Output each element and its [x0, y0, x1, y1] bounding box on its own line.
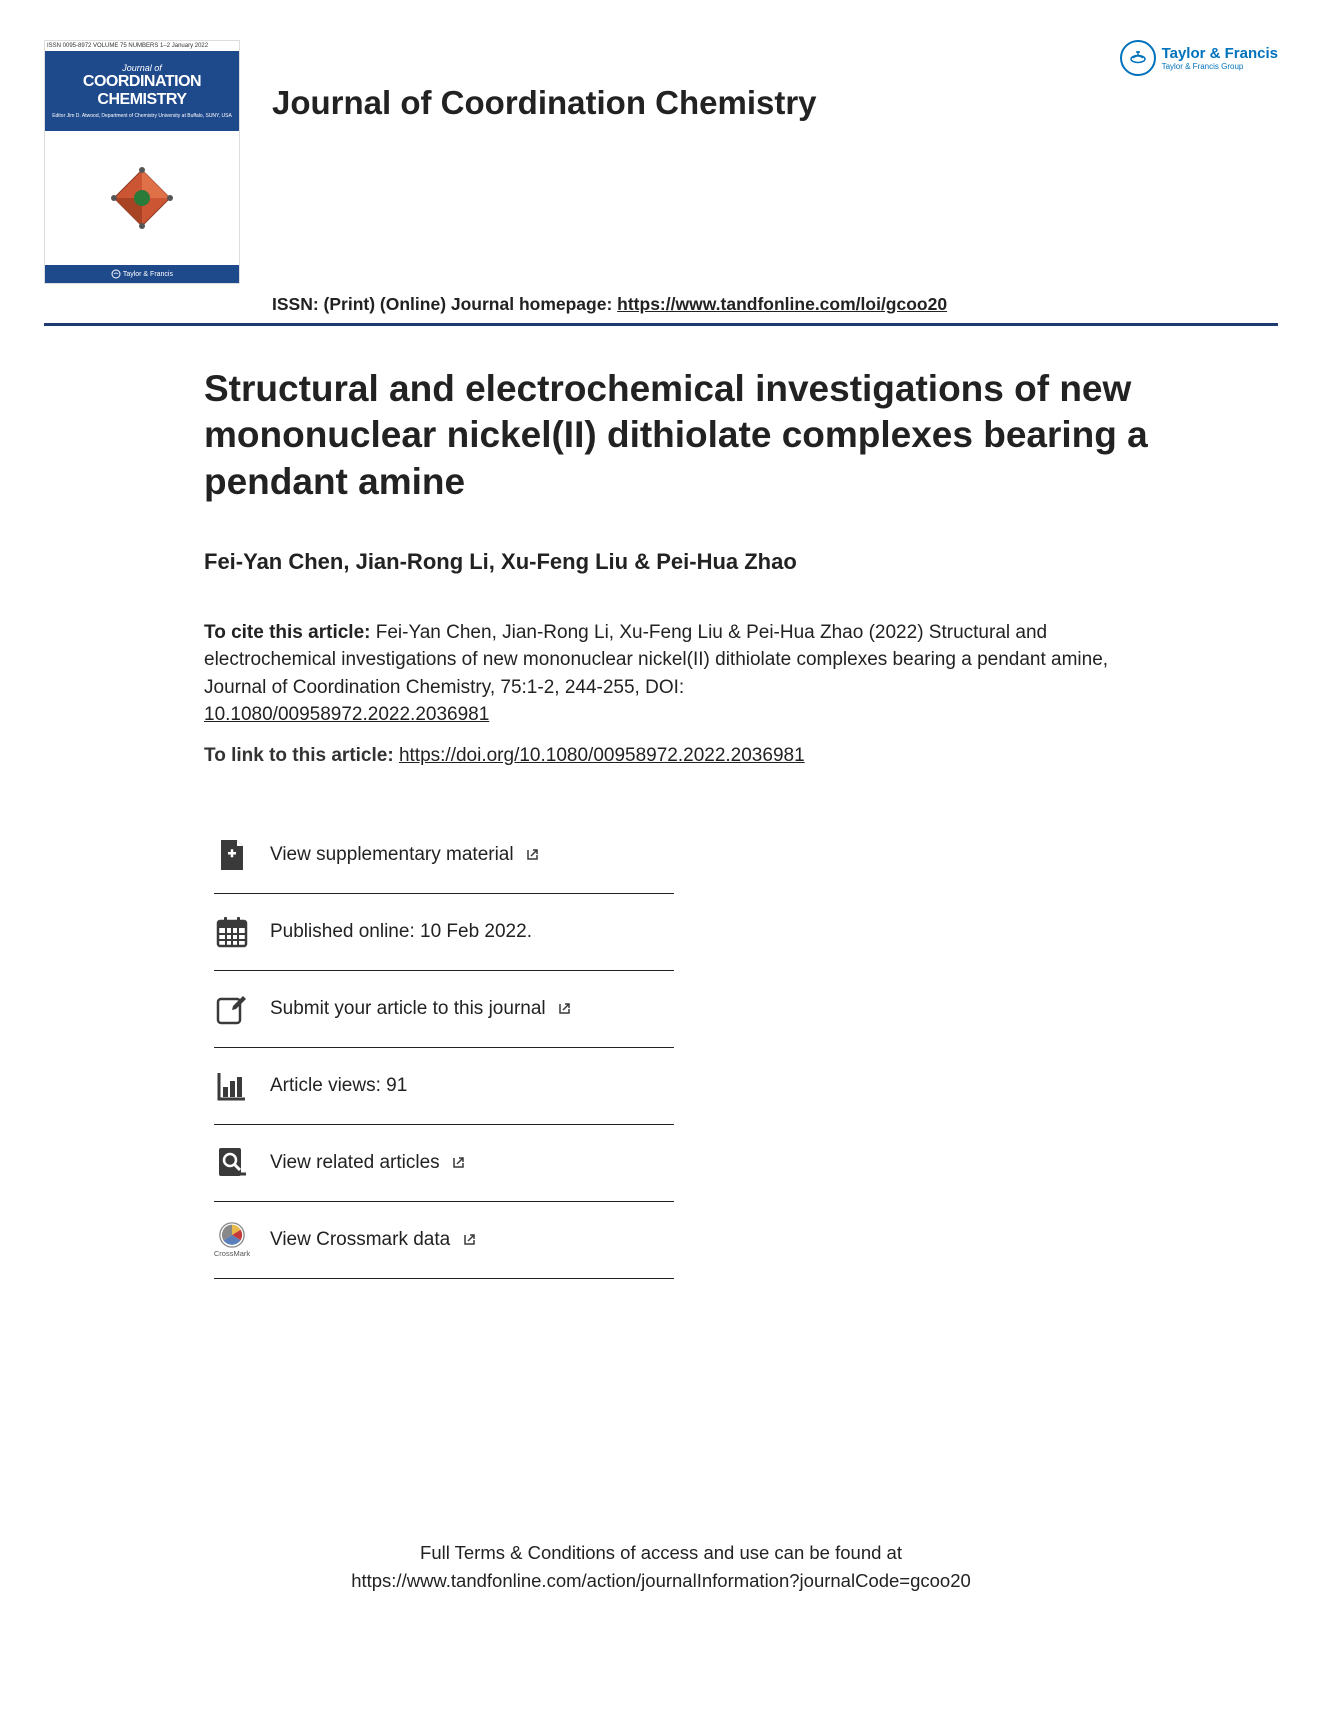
footer-line1: Full Terms & Conditions of access and us… — [44, 1539, 1278, 1567]
cite-block: To cite this article: Fei-Yan Chen, Jian… — [204, 619, 1158, 729]
homepage-link[interactable]: https://www.tandfonline.com/loi/gcoo20 — [617, 294, 947, 314]
publisher-logo[interactable]: Taylor & Francis Taylor & Francis Group — [1120, 40, 1278, 76]
external-link-icon — [557, 1001, 572, 1016]
tf-lamp-icon — [1120, 40, 1156, 76]
action-related[interactable]: View related articles — [214, 1125, 674, 1202]
issn-line: ISSN: (Print) (Online) Journal homepage:… — [272, 294, 1278, 315]
cover-journal-of: Journal of — [51, 63, 233, 73]
journal-cover: ISSN 0095-8972 VOLUME 75 NUMBERS 1–2 Jan… — [44, 40, 240, 284]
cite-label: To cite this article: — [204, 622, 370, 643]
link-line: To link to this article: https://doi.org… — [204, 745, 1158, 767]
bar-chart-icon — [214, 1068, 250, 1104]
cover-tf-logo: Taylor & Francis — [111, 269, 173, 279]
molecule-icon — [110, 166, 174, 230]
article-block: Structural and electrochemical investiga… — [204, 366, 1158, 767]
compose-icon — [214, 991, 250, 1027]
action-views: Article views: 91 — [214, 1048, 674, 1125]
tf-text: Taylor & Francis Taylor & Francis Group — [1162, 45, 1278, 71]
cover-footer: Taylor & Francis — [45, 265, 239, 283]
link-label: To link to this article: — [204, 745, 399, 766]
header-row: ISSN 0095-8972 VOLUME 75 NUMBERS 1–2 Jan… — [44, 40, 1278, 284]
doi-link[interactable]: 10.1080/00958972.2022.2036981 — [204, 704, 489, 725]
journal-name: Journal of Coordination Chemistry — [272, 84, 817, 122]
cover-subtitle: Editor Jim D. Atwood, Department of Chem… — [51, 113, 233, 119]
calendar-icon — [214, 914, 250, 950]
issn-prefix: ISSN: (Print) (Online) Journal homepage: — [272, 294, 617, 314]
action-crossmark[interactable]: CrossMark View Crossmark data — [214, 1202, 674, 1279]
search-doc-icon — [214, 1145, 250, 1181]
action-text: Published online: 10 Feb 2022. — [270, 921, 532, 943]
cover-title-line1: COORDINATION — [51, 73, 233, 91]
journal-name-column: Journal of Coordination Chemistry — [244, 40, 817, 122]
action-supplementary[interactable]: View supplementary material — [214, 837, 674, 894]
article-url-link[interactable]: https://doi.org/10.1080/00958972.2022.20… — [399, 745, 805, 766]
cover-column: ISSN 0095-8972 VOLUME 75 NUMBERS 1–2 Jan… — [44, 40, 244, 284]
action-text: View Crossmark data — [270, 1229, 477, 1251]
cover-title-line2: CHEMISTRY — [51, 91, 233, 109]
cover-banner: Journal of COORDINATION CHEMISTRY Editor… — [45, 51, 239, 131]
footer-line2: https://www.tandfonline.com/action/journ… — [44, 1567, 1278, 1595]
action-text: Article views: 91 — [270, 1075, 407, 1097]
tf-main: Taylor & Francis — [1162, 45, 1278, 62]
action-text: View related articles — [270, 1152, 466, 1174]
cover-body — [45, 131, 239, 265]
external-link-icon — [451, 1155, 466, 1170]
footer-terms: Full Terms & Conditions of access and us… — [44, 1539, 1278, 1595]
action-text: View supplementary material — [270, 844, 540, 866]
authors: Fei-Yan Chen, Jian-Rong Li, Xu-Feng Liu … — [204, 549, 1158, 575]
external-link-icon — [462, 1232, 477, 1247]
action-published: Published online: 10 Feb 2022. — [214, 894, 674, 971]
external-link-icon — [525, 847, 540, 862]
crossmark-label: CrossMark — [214, 1249, 250, 1258]
file-plus-icon — [214, 837, 250, 873]
crossmark-icon: CrossMark — [214, 1222, 250, 1258]
cover-issn: ISSN 0095-8972 VOLUME 75 NUMBERS 1–2 Jan… — [45, 41, 239, 51]
divider-main — [44, 323, 1278, 326]
article-title: Structural and electrochemical investiga… — [204, 366, 1158, 505]
action-list: View supplementary material Published on… — [214, 837, 674, 1279]
action-submit[interactable]: Submit your article to this journal — [214, 971, 674, 1048]
action-text: Submit your article to this journal — [270, 998, 572, 1020]
tf-sub: Taylor & Francis Group — [1162, 62, 1278, 71]
